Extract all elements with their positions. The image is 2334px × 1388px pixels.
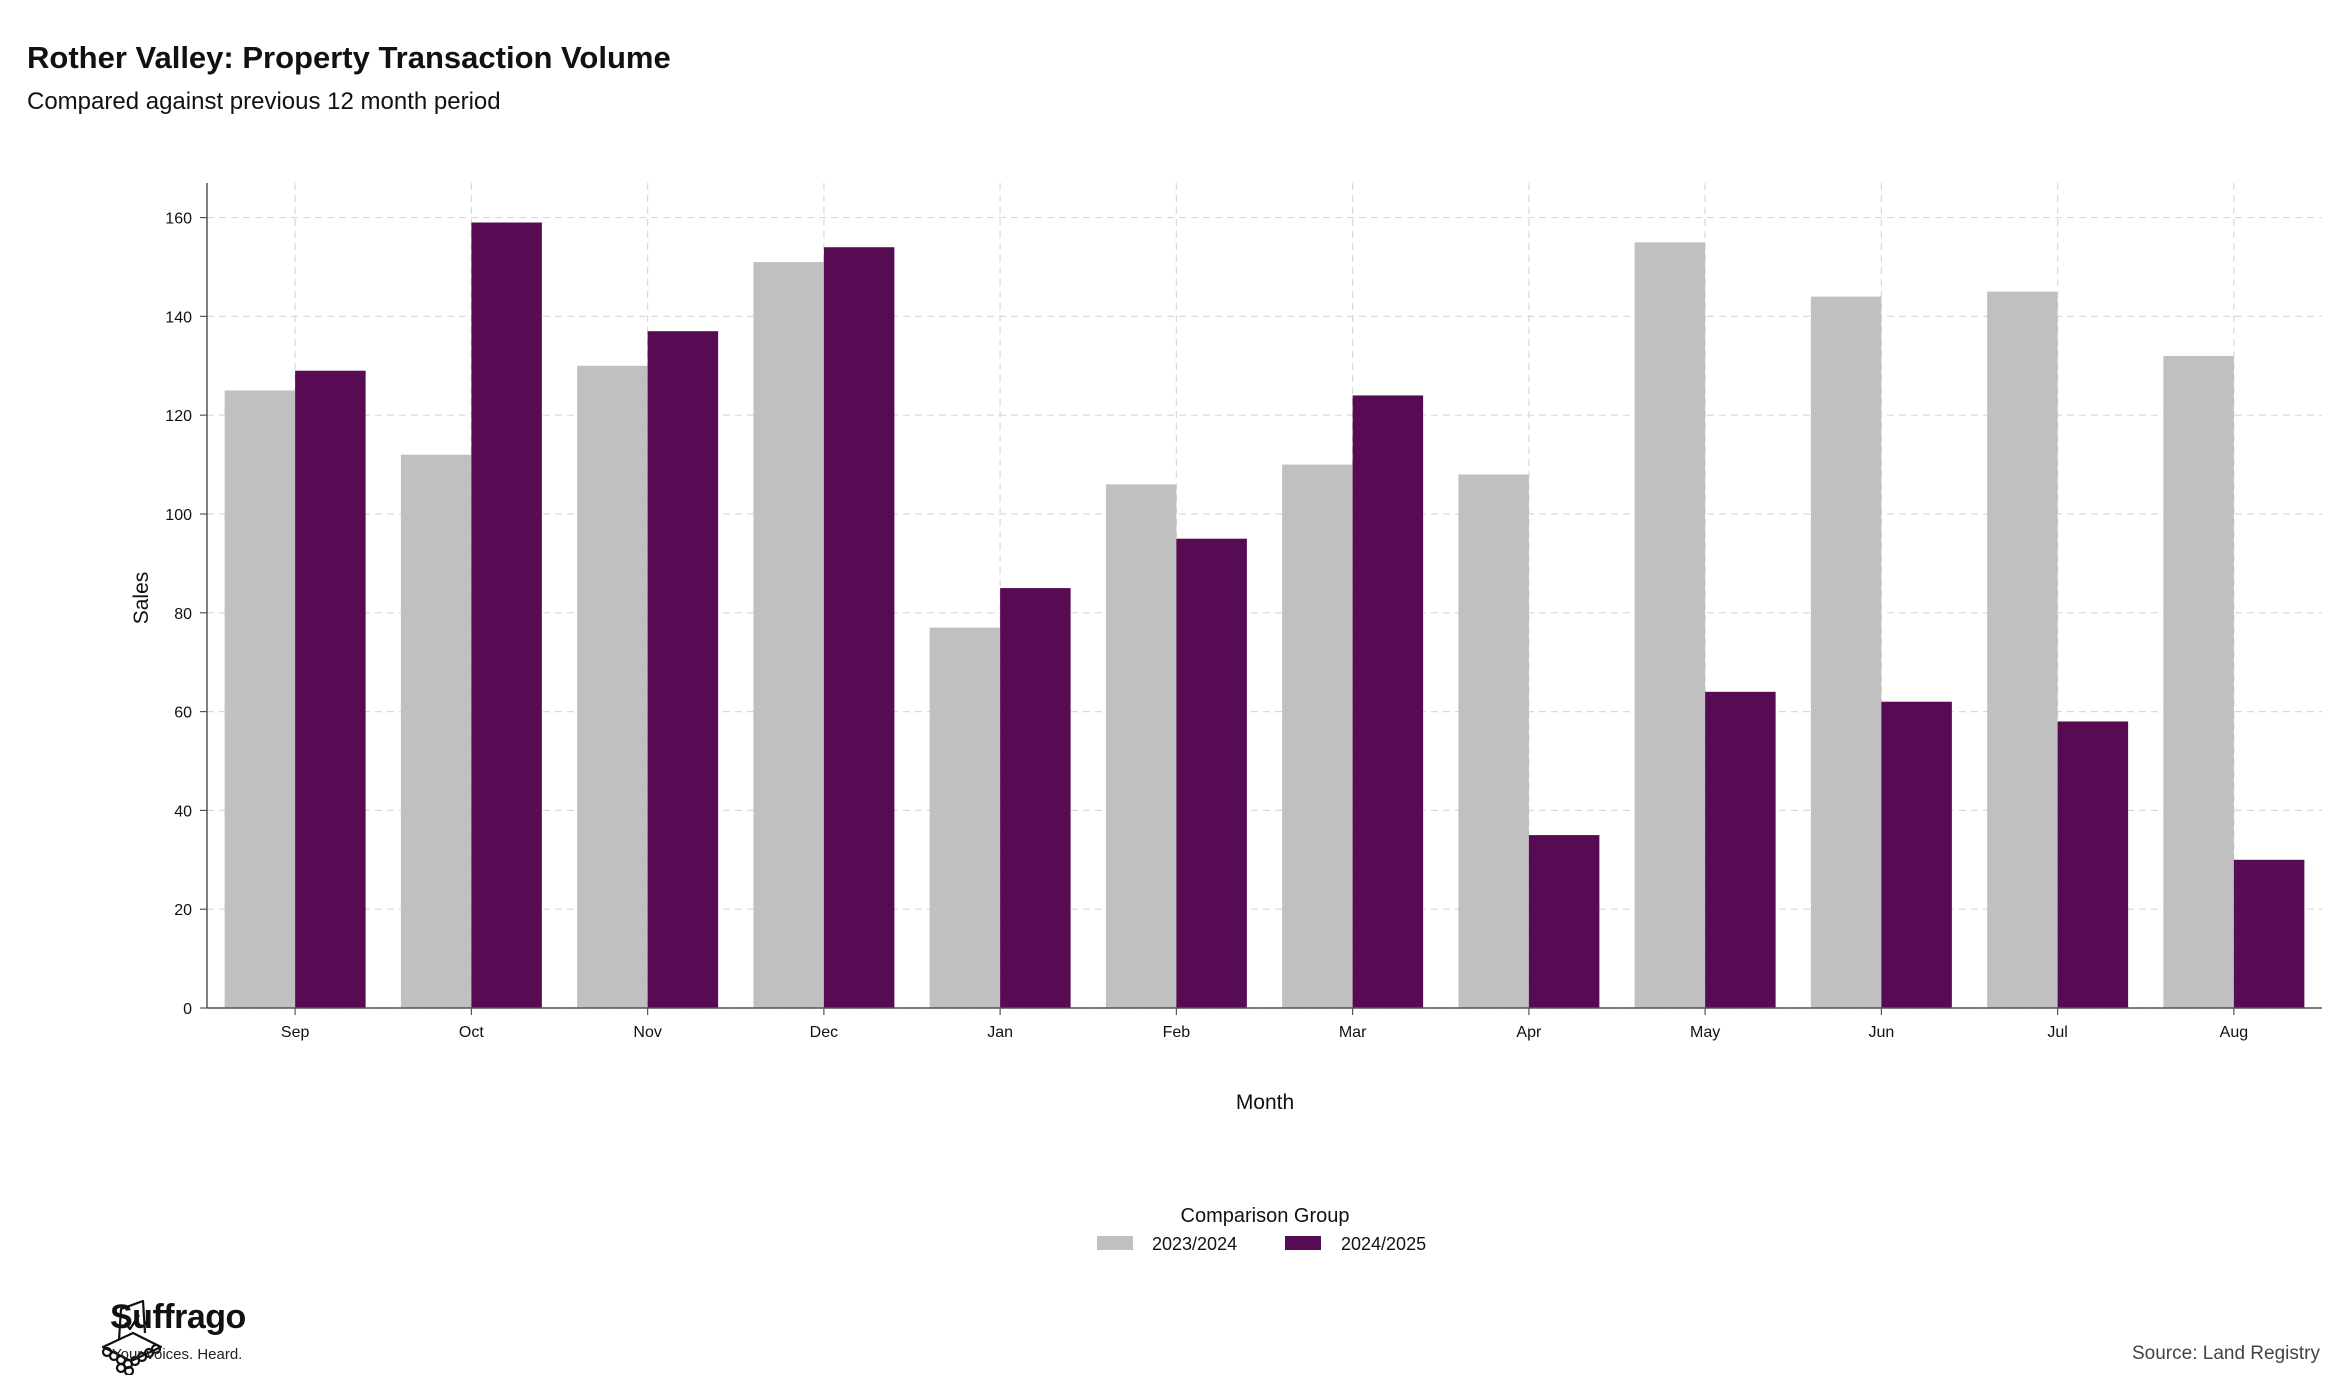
bar-2023-2024-oct [400, 454, 472, 1009]
bar-2023-2024-jun [1810, 296, 1882, 1008]
bar-2024-2025-may [1705, 691, 1776, 1008]
bar-2024-2025-aug [2233, 859, 2305, 1008]
bar-2023-2024-dec [753, 262, 824, 1008]
xtick-label-mar: Mar [1339, 1024, 1367, 1041]
bar-2024-2025-jun [1881, 701, 1952, 1008]
xtick-label-jan: Jan [987, 1024, 1013, 1041]
bar-2024-2025-nov [647, 331, 719, 1008]
ytick-label-60: 60 [174, 705, 192, 722]
legend-label-2024-2025: 2024/2025 [1341, 1234, 1426, 1254]
bar-2023-2024-nov [577, 365, 648, 1008]
bar-2024-2025-oct [471, 222, 542, 1008]
legend-swatch-2024-2025 [1285, 1236, 1321, 1250]
legend-title: Comparison Group [1181, 1205, 1350, 1227]
bar-2023-2024-mar [1282, 464, 1353, 1009]
xtick-label-oct: Oct [459, 1024, 484, 1041]
ballot-box-logo-icon [101, 1299, 163, 1375]
bar-2024-2025-mar [1352, 395, 1424, 1008]
bar-2023-2024-jan [929, 627, 1001, 1008]
xtick-label-may: May [1690, 1024, 1720, 1041]
brand-name: Suffrago [110, 1298, 246, 1336]
source-note: Source: Land Registry [2132, 1343, 2320, 1364]
bar-2024-2025-apr [1528, 835, 1600, 1008]
ytick-label-140: 140 [165, 309, 192, 326]
bar-2024-2025-feb [1176, 538, 1247, 1008]
ytick-label-100: 100 [165, 507, 192, 524]
bar-2023-2024-apr [1458, 474, 1529, 1009]
legend-swatch-2023-2024 [1097, 1236, 1133, 1250]
legend: Comparison Group 2023/2024 2024/2025 [1097, 1205, 1426, 1254]
chart-title: Rother Valley: Property Transaction Volu… [27, 40, 671, 75]
bar-2023-2024-may [1634, 242, 1706, 1008]
xtick-label-dec: Dec [810, 1024, 838, 1041]
bar-2024-2025-dec [823, 247, 895, 1008]
bar-2024-2025-jul [2057, 721, 2129, 1008]
ytick-label-160: 160 [165, 211, 192, 228]
bar-2023-2024-sep [224, 390, 296, 1009]
bar-2023-2024-feb [1105, 484, 1177, 1009]
bar-2024-2025-jan [1000, 588, 1071, 1008]
xtick-label-jul: Jul [2047, 1024, 2067, 1041]
xtick-label-apr: Apr [1516, 1024, 1542, 1041]
ytick-label-80: 80 [174, 606, 192, 623]
bar-2023-2024-aug [2163, 355, 2234, 1009]
y-tick-labels: 0 20 40 60 80 100 120 140 160 [165, 211, 192, 1018]
x-tick-labels: Sep Oct Nov Dec Jan Feb Mar Apr May Jun Jul Aug [281, 1024, 2248, 1041]
axes [200, 183, 2322, 1015]
ytick-label-40: 40 [174, 803, 192, 820]
xtick-label-sep: Sep [281, 1024, 310, 1041]
bar-2023-2024-jul [1987, 291, 2058, 1009]
xtick-label-nov: Nov [633, 1024, 661, 1041]
xtick-label-jun: Jun [1868, 1024, 1894, 1041]
x-axis-title: Month [1236, 1091, 1294, 1114]
y-axis-title: Sales [130, 572, 153, 625]
xtick-label-feb: Feb [1163, 1024, 1191, 1041]
ytick-label-0: 0 [183, 1001, 192, 1018]
ytick-label-20: 20 [174, 902, 192, 919]
bars [224, 222, 2305, 1009]
bar-2024-2025-sep [295, 370, 366, 1008]
brand-tagline: Your voices. Heard. [112, 1346, 243, 1363]
chart-subtitle: Compared against previous 12 month perio… [27, 88, 501, 115]
ytick-label-120: 120 [165, 408, 192, 425]
legend-label-2023-2024: 2023/2024 [1152, 1234, 1237, 1254]
xtick-label-aug: Aug [2220, 1024, 2248, 1041]
